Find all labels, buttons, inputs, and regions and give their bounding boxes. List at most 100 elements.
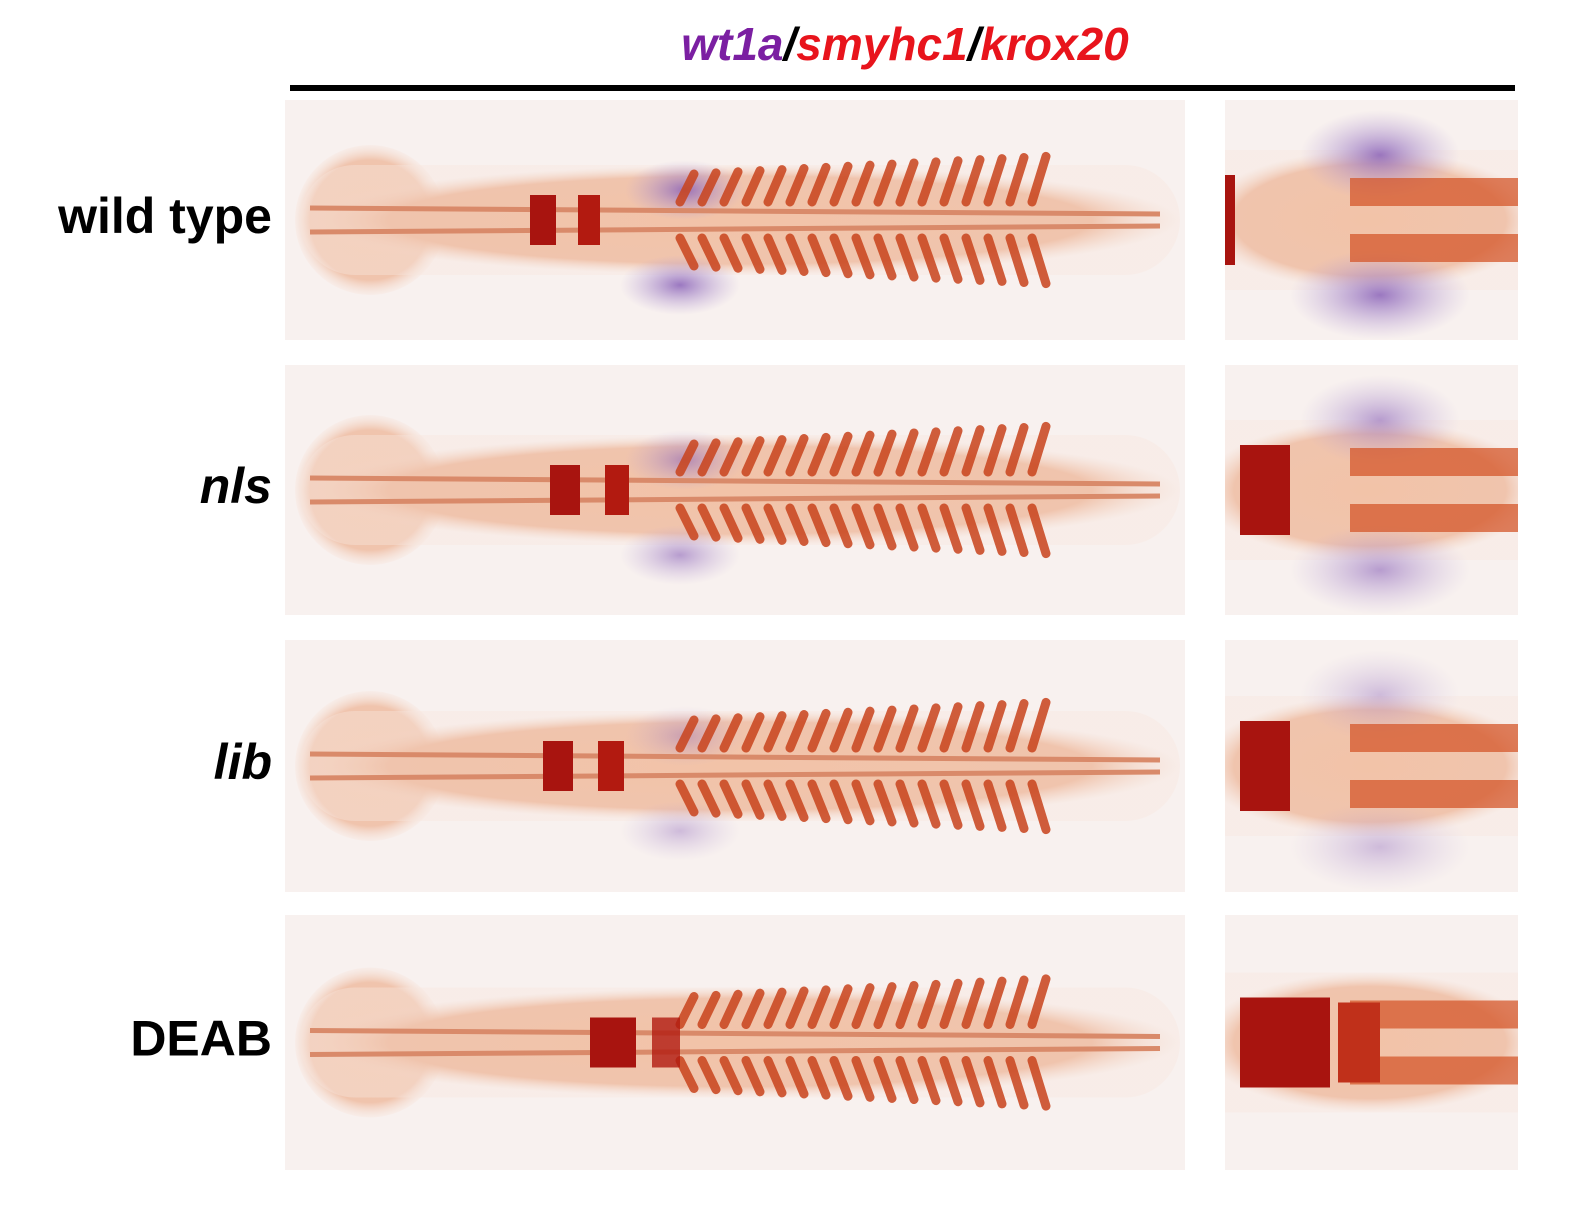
somite (785, 986, 809, 1099)
somite (763, 711, 787, 821)
somite (675, 992, 699, 1093)
row-label: lib (214, 734, 272, 790)
somite (697, 168, 721, 272)
somite-row (1350, 504, 1518, 532)
somite (807, 985, 831, 1100)
somite (939, 702, 963, 830)
somite (719, 713, 743, 819)
wt1a-stain (620, 525, 740, 585)
somite (697, 714, 721, 818)
zoom-panel (1225, 640, 1518, 892)
title: wt1a/smyhc1/krox20 (681, 18, 1129, 70)
somite (675, 439, 699, 541)
somite (1005, 975, 1029, 1110)
zoom-panel (1225, 365, 1518, 615)
somite (895, 158, 919, 282)
krox20-band (1240, 445, 1290, 535)
somite (741, 166, 765, 274)
somite (895, 428, 919, 552)
zoom-panel (1225, 100, 1518, 340)
krox20-band (530, 195, 556, 245)
somite (961, 155, 985, 285)
somite (741, 712, 765, 820)
body (300, 165, 1180, 275)
somite (1027, 421, 1051, 559)
somite (697, 438, 721, 542)
krox20-band (1338, 1002, 1380, 1083)
wt1a-stain (1290, 250, 1470, 340)
row-label: DEAB (130, 1011, 272, 1067)
body (300, 711, 1180, 821)
somite (895, 981, 919, 1104)
somite (917, 979, 941, 1106)
title-part: / (966, 18, 985, 70)
wt1a-stain (620, 255, 740, 315)
somite (851, 160, 875, 280)
somite (763, 435, 787, 545)
somite (1005, 423, 1029, 557)
somite (763, 987, 787, 1098)
somite (895, 704, 919, 828)
somite (675, 715, 699, 817)
somite (851, 706, 875, 826)
somite (785, 164, 809, 276)
somite (851, 983, 875, 1102)
row-label: nls (200, 458, 272, 514)
notochord-line (309, 769, 1161, 781)
somite (1005, 153, 1029, 287)
title-part: smyhc1 (796, 18, 967, 70)
embryo-panel (285, 640, 1185, 892)
krox20-band (550, 465, 580, 515)
somite (807, 708, 831, 824)
notochord-line (309, 1046, 1161, 1057)
somite (1027, 151, 1051, 289)
somite (829, 707, 853, 825)
wt1a-stain (1290, 802, 1470, 892)
embryo-panel (285, 365, 1185, 615)
somite (741, 436, 765, 544)
somite (807, 432, 831, 548)
wt1a-stain (1300, 375, 1460, 465)
body (300, 987, 1180, 1098)
somite (741, 988, 765, 1097)
somite (675, 169, 699, 271)
somite-row (1350, 178, 1518, 206)
notochord-line (309, 751, 1161, 763)
somite (1027, 974, 1051, 1111)
somite (829, 431, 853, 549)
somite (829, 161, 853, 279)
krox20-band (1240, 997, 1330, 1088)
somite (785, 434, 809, 546)
notochord-line (309, 475, 1161, 487)
somite (983, 424, 1007, 556)
somite (961, 701, 985, 831)
somite (1027, 697, 1051, 835)
wt1a-stain (1290, 525, 1470, 615)
somite-row (1350, 724, 1518, 752)
somite (983, 700, 1007, 832)
somite-row (1350, 234, 1518, 262)
somite (719, 989, 743, 1096)
somite (961, 977, 985, 1108)
embryo-panel (285, 915, 1185, 1170)
krox20-band (652, 1017, 680, 1068)
krox20-band (1240, 721, 1290, 811)
somite (763, 165, 787, 275)
somite (983, 976, 1007, 1109)
body (300, 435, 1180, 545)
somite (917, 157, 941, 283)
somite (939, 978, 963, 1107)
wt1a-stain (1300, 110, 1460, 200)
notochord-line (309, 493, 1161, 505)
somite (961, 425, 985, 555)
somite-row (1350, 448, 1518, 476)
krox20-band (598, 741, 624, 791)
somite (807, 162, 831, 278)
somite (917, 703, 941, 829)
somite (873, 429, 897, 551)
somite-row (1350, 780, 1518, 808)
somite (829, 984, 853, 1101)
somite (917, 427, 941, 553)
embryo-panel (285, 100, 1185, 340)
